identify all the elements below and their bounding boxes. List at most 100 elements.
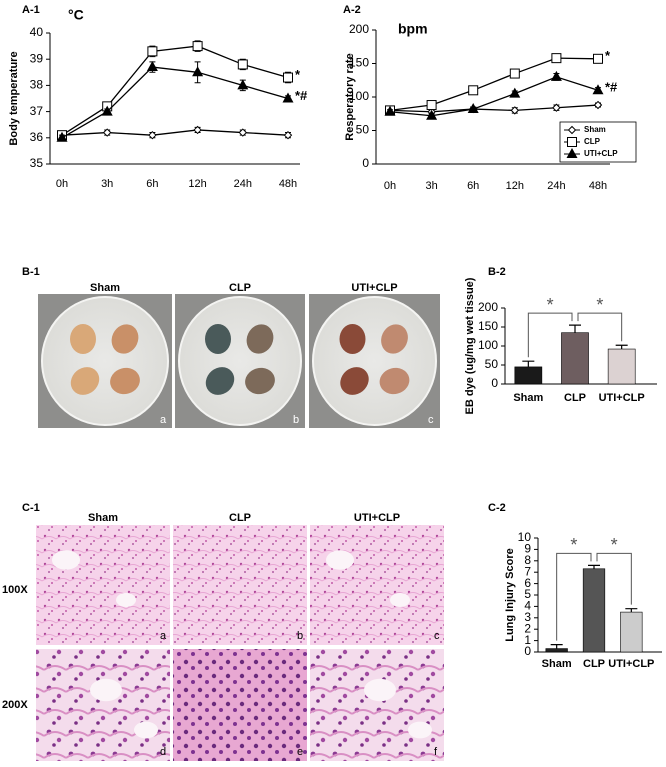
error-bar <box>588 564 600 569</box>
chart-title: A-1 <box>22 4 40 16</box>
alveolus <box>116 593 136 607</box>
panel-label: C-1 <box>22 502 40 514</box>
error-bar <box>569 324 581 333</box>
x-tick-label: 3h <box>425 180 437 192</box>
y-tick-label: 0 <box>362 156 369 170</box>
row-label: 200X <box>2 699 28 711</box>
x-tick-label: 6h <box>467 180 479 192</box>
photo-letter: c <box>434 630 440 642</box>
error-bar <box>522 360 535 367</box>
marker <box>551 53 562 64</box>
significance-label: * <box>611 535 618 555</box>
x-tick-label: 12h <box>506 180 524 192</box>
significance-bracket <box>527 312 573 358</box>
marker <box>146 61 158 72</box>
marker <box>192 41 203 52</box>
marker <box>148 130 157 140</box>
y-tick-label: 3 <box>524 610 531 624</box>
marker <box>468 85 479 96</box>
column-label: CLP <box>229 282 251 294</box>
x-tick-label: 3h <box>101 178 113 190</box>
y-tick-label: 8 <box>524 553 531 567</box>
y-tick-label: 150 <box>349 56 369 70</box>
marker <box>593 100 603 110</box>
chart-title: C-2 <box>488 502 506 514</box>
marker <box>567 137 577 147</box>
bar <box>561 332 589 385</box>
histology-200x <box>310 649 444 761</box>
chart-title: A-2 <box>343 4 361 16</box>
series-line <box>61 66 289 139</box>
significance-label: * <box>605 48 611 63</box>
x-tick-label: 6h <box>146 178 158 190</box>
y-tick-label: 35 <box>30 156 44 170</box>
y-tick-label: 50 <box>356 123 370 137</box>
x-tick-label: CLP <box>583 658 605 670</box>
marker <box>237 79 249 90</box>
significance-label: *# <box>605 80 618 95</box>
histology-100x <box>310 525 444 645</box>
y-axis-label: Resperatory rate <box>344 53 356 140</box>
marker <box>283 130 293 140</box>
marker <box>147 46 158 57</box>
lung <box>381 324 408 354</box>
marker <box>101 105 113 116</box>
marker <box>550 70 562 81</box>
histology-200x <box>36 649 170 761</box>
y-tick-label: 37 <box>30 104 44 118</box>
x-tick-label: UTI+CLP <box>599 392 645 404</box>
y-tick-label: 9 <box>524 542 531 556</box>
marker <box>384 105 396 116</box>
y-tick-label: 6 <box>524 576 531 590</box>
significance-label: * <box>295 67 301 82</box>
histology-200x <box>173 649 307 761</box>
bar <box>514 366 543 385</box>
photo-letter: b <box>297 630 303 642</box>
photo-letter: b <box>293 414 299 426</box>
marker <box>426 100 437 111</box>
y-tick-label: 40 <box>30 25 44 39</box>
column-label: UTI+CLP <box>351 282 397 294</box>
bar <box>582 568 606 653</box>
y-tick-label: 39 <box>30 51 44 65</box>
unit-label: bpm <box>398 21 428 37</box>
lung <box>205 324 231 354</box>
x-tick-label: 12h <box>188 178 206 190</box>
marker <box>509 68 520 79</box>
x-tick-label: CLP <box>564 392 586 404</box>
x-tick-label: Sham <box>542 658 572 670</box>
y-axis-label: Lung Injury Score <box>504 548 516 642</box>
y-tick-label: 4 <box>524 599 531 613</box>
alveolus <box>52 550 80 570</box>
marker <box>426 109 438 120</box>
column-label: Sham <box>88 512 118 524</box>
legend-label: CLP <box>584 137 601 146</box>
marker <box>102 128 112 137</box>
error-bar <box>615 344 628 350</box>
marker <box>567 125 577 135</box>
histology-100x <box>36 525 170 645</box>
marker <box>192 66 204 77</box>
legend-label: UTI+CLP <box>584 149 618 158</box>
x-tick-label: 24h <box>547 180 565 192</box>
legend-label: Sham <box>584 125 606 134</box>
y-tick-label: 200 <box>478 300 498 314</box>
significance-label: * <box>570 535 577 555</box>
photo-letter: a <box>160 414 167 426</box>
alveolus <box>326 550 354 570</box>
series-line <box>61 129 289 136</box>
unit-label: °C <box>68 7 84 23</box>
series-line <box>389 104 599 113</box>
x-tick-label: Sham <box>513 392 543 404</box>
x-tick-label: 0h <box>56 178 68 190</box>
lung <box>70 367 100 395</box>
x-tick-label: 0h <box>384 180 396 192</box>
marker <box>509 87 521 98</box>
y-tick-label: 150 <box>478 319 498 333</box>
x-tick-label: 48h <box>279 178 297 190</box>
photo-letter: d <box>160 746 166 758</box>
row-label: 100X <box>2 584 28 596</box>
column-label: UTI+CLP <box>354 512 400 524</box>
y-tick-label: 2 <box>524 621 531 635</box>
marker <box>593 53 603 64</box>
